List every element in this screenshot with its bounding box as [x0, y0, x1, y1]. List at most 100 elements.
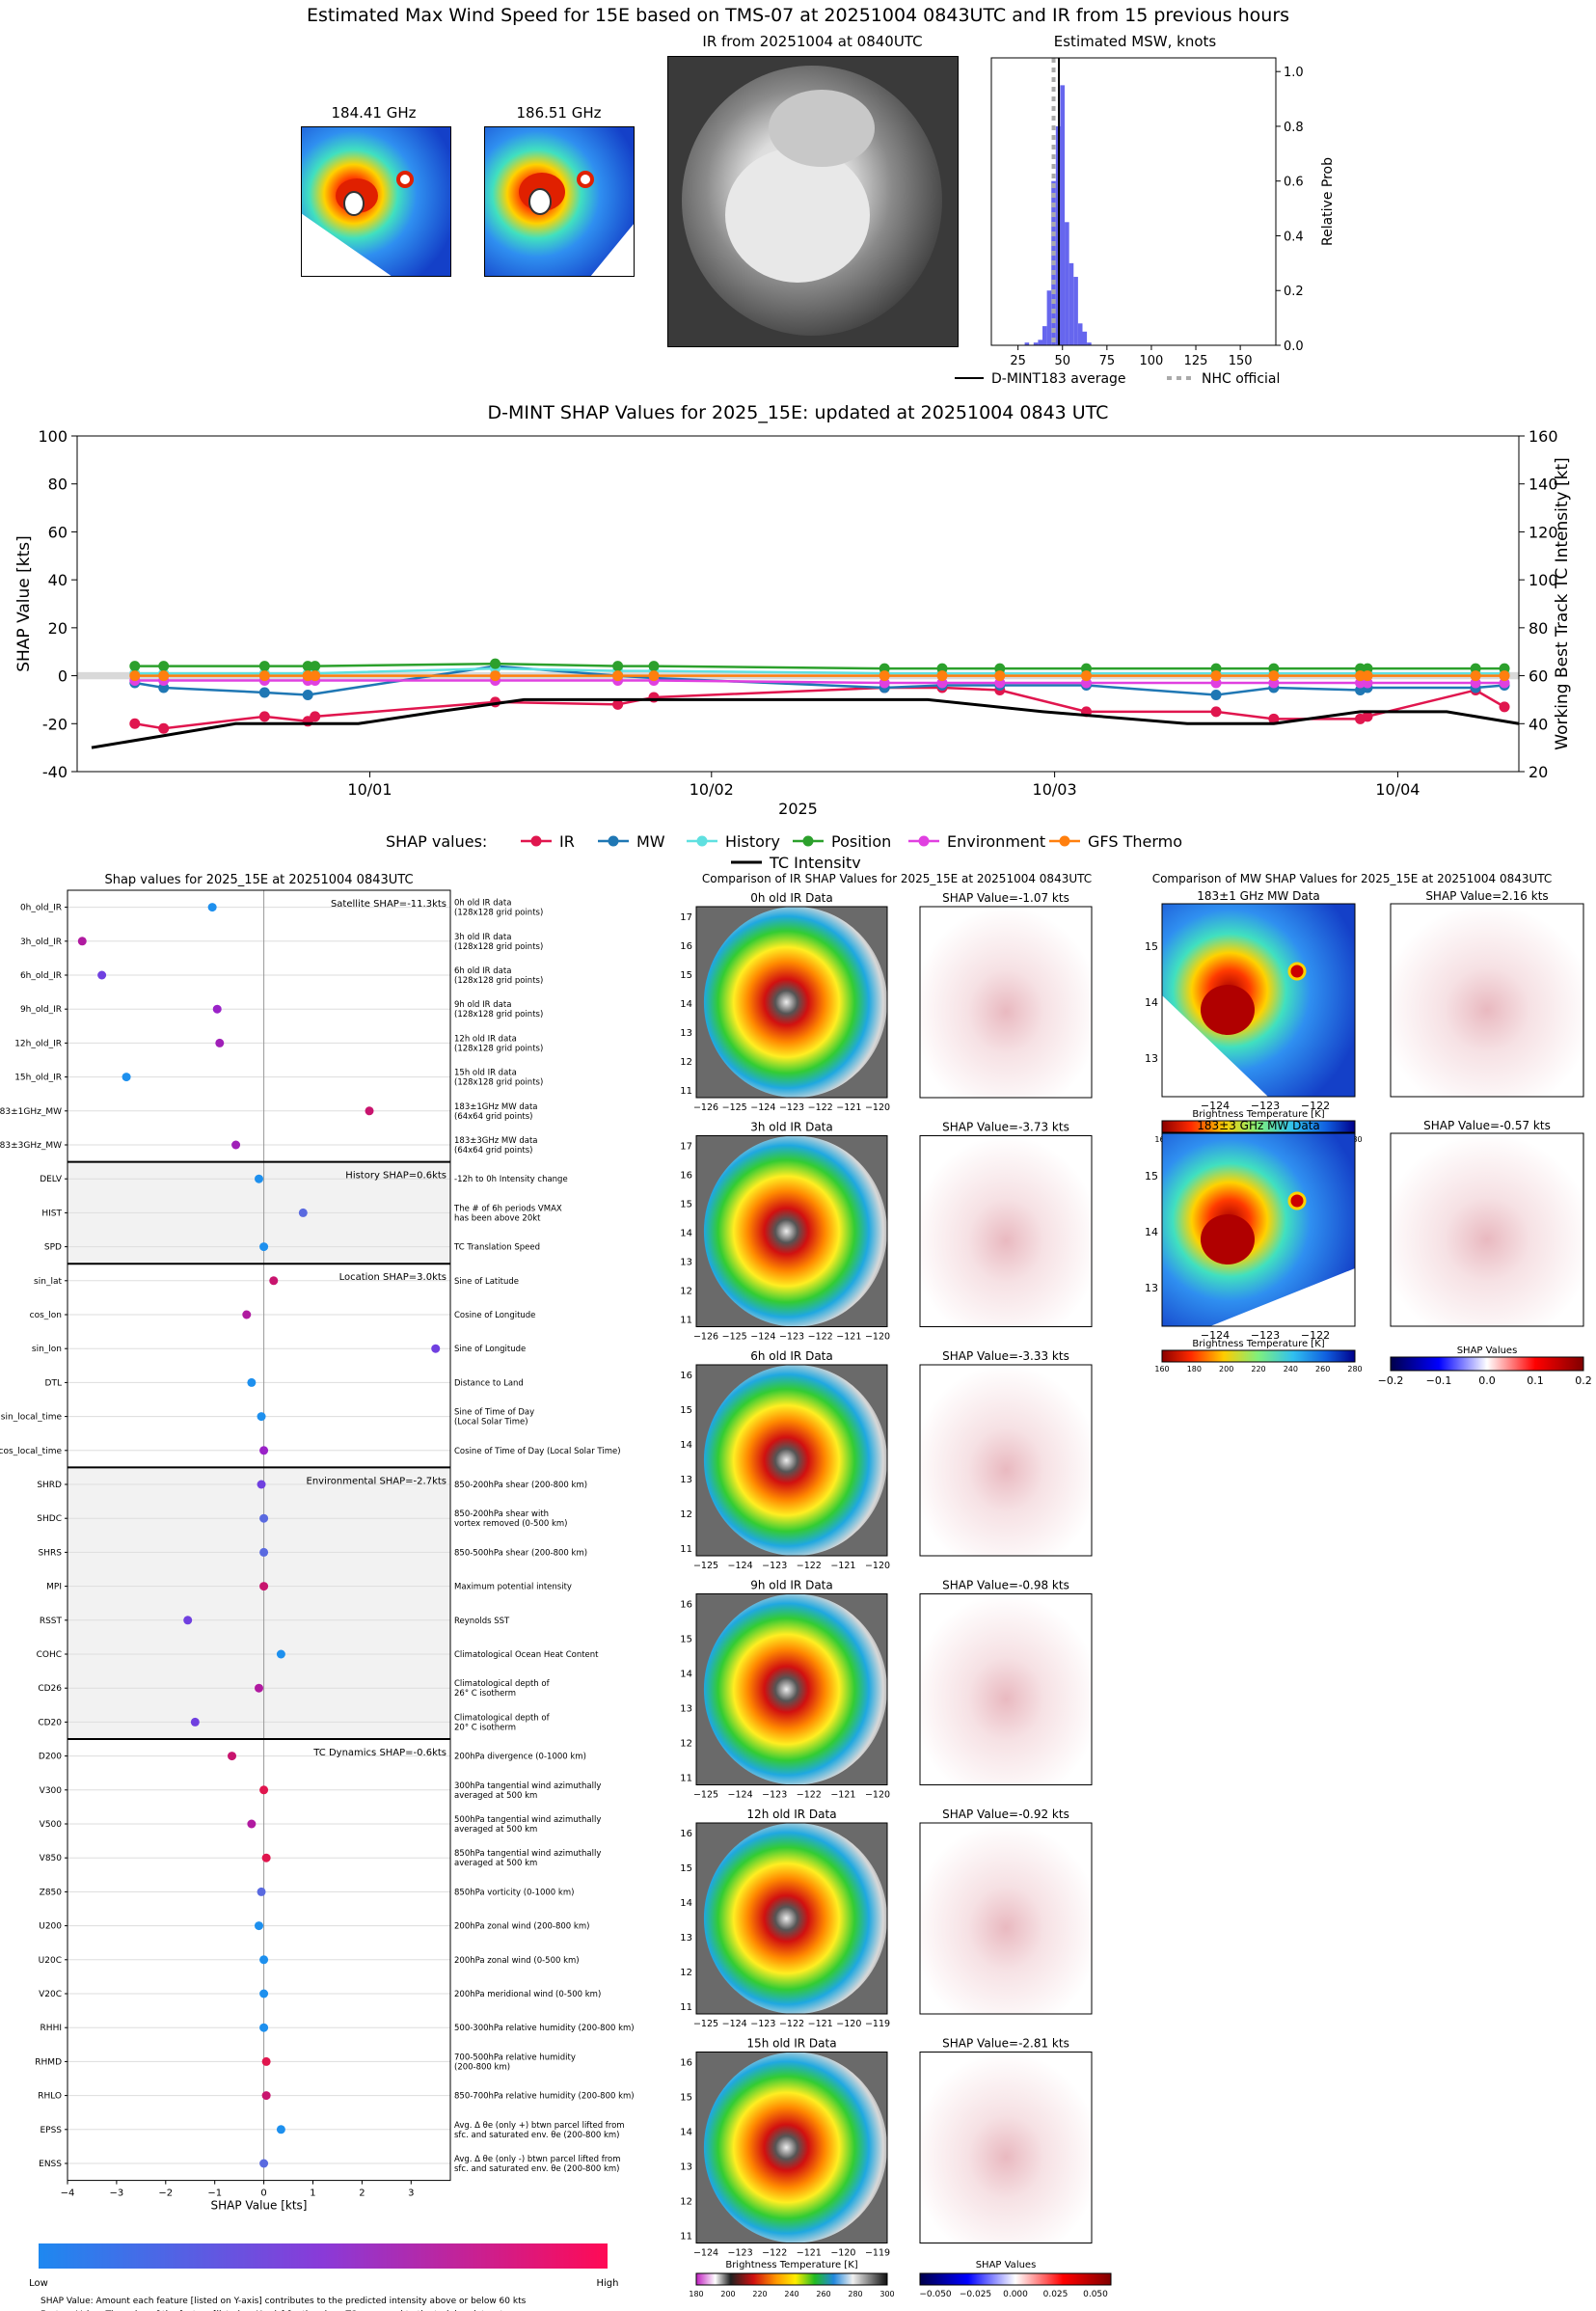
ir-x-tick-label: −122	[808, 1102, 833, 1113]
ir-x-tick-label: −124	[750, 1102, 775, 1113]
mw-panel-title: 183±3 GHz MW Data	[1197, 1119, 1320, 1132]
ir-y-tick-label: 13	[680, 2162, 692, 2173]
feature-description: sfc. and saturated env. θe (200-800 km)	[454, 2131, 620, 2140]
feature-description: (128x128 grid points)	[454, 1078, 543, 1088]
colorbar-tick: 260	[1315, 1365, 1330, 1373]
shap-panel-title: SHAP Value=-3.33 kts	[942, 1349, 1069, 1363]
ir-x-tick-label: −120	[865, 1790, 890, 1801]
ir-y-tick-label: 13	[680, 1258, 692, 1268]
ir-x-tick-label: −122	[779, 2019, 804, 2029]
histogram-bar	[1069, 262, 1074, 345]
group-label: Satellite SHAP=-11.3kts	[331, 899, 446, 910]
mw-x-tick-label: −124	[1201, 1100, 1230, 1112]
series-point-gfs-thermo	[258, 670, 270, 682]
ir-x-tick-label: −122	[808, 1332, 833, 1343]
feature-description: 200hPa divergence (0-1000 km)	[454, 1753, 586, 1762]
feature-name: RHMD	[35, 2057, 62, 2067]
series-point-gfs-thermo	[612, 670, 624, 682]
mw-x-tick-label: −124	[1201, 1329, 1230, 1342]
feature-description: Climatological depth of	[454, 1679, 551, 1689]
section-title: Comparison of MW SHAP Values for 2025_15…	[1152, 872, 1553, 885]
legend-marker	[696, 835, 708, 847]
feature-description: 0h old IR data	[454, 899, 511, 909]
hist-title: Estimated MSW, knots	[1053, 33, 1217, 50]
legend-label: Environment	[947, 832, 1045, 851]
feature-description: Cosine of Time of Day (Local Solar Time)	[454, 1447, 621, 1456]
mw-x-tick-label: −122	[1301, 1100, 1330, 1112]
ir-y-tick-label: 14	[680, 1229, 692, 1239]
feature-shap-point	[207, 903, 217, 912]
msw-histogram: 25 50 75 100 125 150 0.0 0.2 0.4 0.6 0.8 1.0 Relativ…	[955, 57, 1336, 387]
series-point-gfs-thermo	[1210, 670, 1222, 682]
ir-y-tick-label: 14	[680, 999, 692, 1010]
y-tick-label: 20	[48, 619, 68, 638]
feature-description: Sine of Time of Day	[454, 1408, 534, 1418]
mw-y-tick-label: 15	[1145, 1170, 1158, 1183]
ir-y-tick-label: 15	[680, 1635, 692, 1645]
feature-description: The # of 6h periods VMAX	[453, 1204, 562, 1213]
shap-panel-title: SHAP Value=2.16 kts	[1425, 889, 1548, 903]
feature-name: cos_lon	[30, 1311, 62, 1320]
feature-description: 700-500hPa relative humidity	[454, 2053, 576, 2062]
feature-shap-point	[259, 2159, 269, 2168]
feature-name: 6h_old_IR	[20, 971, 62, 981]
feature-description: (128x128 grid points)	[454, 1010, 543, 1020]
feature-name: CD26	[38, 1684, 62, 1694]
series-point-gfs-thermo	[1362, 670, 1373, 682]
feature-description: Climatological Ocean Heat Content	[454, 1650, 599, 1660]
feature-description: Cosine of Longitude	[454, 1311, 535, 1320]
ir-x-tick-label: −120	[865, 1102, 890, 1113]
mw2-thumbnail	[484, 126, 635, 277]
feature-name: DELV	[40, 1175, 63, 1184]
main-title: Estimated Max Wind Speed for 15E based o…	[306, 5, 1290, 26]
colorbar-tick: 0.2	[1575, 1374, 1592, 1387]
ir-y-tick-label: 11	[680, 1544, 692, 1555]
ir-label: IR from 20251004 at 0840UTC	[702, 33, 923, 50]
feature-shap-point	[276, 2125, 285, 2134]
x-tick-label: 10/01	[347, 780, 392, 799]
feature-description: (128x128 grid points)	[454, 942, 543, 952]
colorbar-label: Brightness Temperature [K]	[1192, 1109, 1324, 1120]
colorbar-tick: 0.000	[1003, 2290, 1028, 2299]
histogram-bar	[1082, 331, 1088, 345]
group-label: Environmental SHAP=-2.7kts	[307, 1476, 447, 1486]
mw-y-tick-label: 13	[1145, 1282, 1158, 1294]
x-tick-label: 100	[1140, 354, 1164, 368]
ir-panel-frame	[695, 2052, 888, 2243]
ir-y-tick-label: 15	[680, 1863, 692, 1874]
mw-core	[1201, 985, 1255, 1035]
feature-description: Maximum potential intensity	[454, 1583, 572, 1592]
series-point-ir	[158, 722, 170, 734]
ir-image	[667, 56, 959, 347]
chart-title: D-MINT SHAP Values for 2025_15E: updated…	[488, 402, 1109, 423]
feature-description: Climatological depth of	[454, 1713, 551, 1723]
feature-shap-point	[97, 970, 107, 980]
ir-y-tick-label: 13	[680, 1028, 692, 1039]
series-point-ir	[1499, 701, 1510, 713]
shap-timeseries-chart: D-MINT SHAP Values for 2025_15E: updated…	[14, 402, 1572, 868]
ir-x-tick-label: −122	[797, 1790, 822, 1801]
feature-description: 500-300hPa relative humidity (200-800 km…	[454, 2024, 635, 2033]
ir-storm-field	[703, 907, 887, 1098]
feature-shap-point	[122, 1073, 131, 1082]
ir-y-tick-label: 11	[680, 1774, 692, 1784]
colorbar-high-label: High	[597, 2278, 619, 2289]
y-tick-label: 100	[38, 427, 68, 446]
ir-x-tick-label: −125	[693, 1561, 718, 1571]
feature-description: TC Translation Speed	[453, 1243, 540, 1253]
ir-storm-field	[703, 1823, 887, 2014]
ir-y-tick-label: 15	[680, 1200, 692, 1210]
feature-shap-point	[365, 1106, 374, 1116]
shap-panel-field	[920, 1823, 1092, 2014]
legend-avg-label: D-MINT183 average	[991, 371, 1126, 387]
feature-name: SHDC	[37, 1514, 62, 1524]
series-point-gfs-thermo	[994, 670, 1006, 682]
ir-y-tick-label: 14	[680, 1670, 692, 1680]
ir-y-tick-label: 16	[680, 1600, 692, 1611]
feature-description: 3h old IR data	[454, 933, 511, 942]
ir-storm-field	[703, 1593, 887, 1785]
ir-x-tick-label: −122	[797, 1561, 822, 1571]
feature-name: V500	[40, 1820, 63, 1830]
shap-panel-frame	[919, 2052, 1093, 2243]
feature-name: cos_local_time	[0, 1447, 62, 1456]
